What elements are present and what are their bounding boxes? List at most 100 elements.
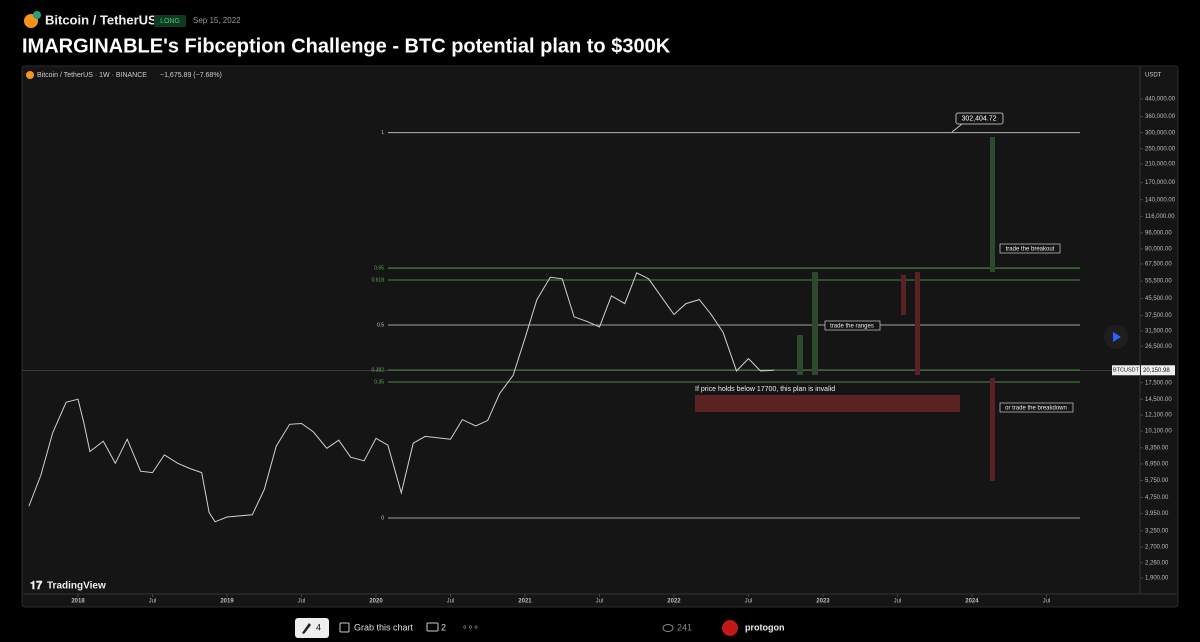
y-tick-label: 4,750.00 [1145, 495, 1169, 501]
fib-label: 0.382 [371, 367, 384, 373]
x-tick-label: Jul [447, 599, 455, 605]
y-tick-label: 55,500.00 [1145, 279, 1172, 285]
usdt-logo [33, 11, 41, 19]
badge: LONG [160, 18, 180, 25]
y-tick-label: 37,500.00 [1145, 313, 1172, 319]
x-tick-label: Jul [298, 599, 306, 605]
y-tick-label: 5,750.00 [1145, 478, 1169, 484]
target-bar [915, 272, 920, 375]
last-price-name: BTCUSDT [1113, 368, 1140, 374]
x-tick-label: Jul [596, 599, 604, 605]
y-tick-label: 6,950.00 [1145, 462, 1169, 468]
grab-icon [339, 622, 350, 633]
target-bar [797, 335, 803, 375]
fib-label: 0.618 [371, 277, 384, 283]
x-tick-label: 2019 [220, 599, 234, 605]
x-tick-label: Jul [745, 599, 753, 605]
x-tick-label: 2018 [71, 599, 85, 605]
y-tick-label: 116,000.00 [1145, 214, 1175, 220]
x-tick-label: 2023 [816, 599, 830, 605]
y-tick-label: 14,500.00 [1145, 397, 1172, 403]
comments[interactable]: 2 [441, 622, 446, 632]
y-tick-label: 140,000.00 [1145, 197, 1176, 203]
boosts: 4 [316, 622, 321, 632]
y-tick-label: 210,000.00 [1145, 162, 1176, 168]
x-tick-label: 2024 [965, 599, 979, 605]
y-tick-label: 12,100.00 [1145, 413, 1172, 419]
target-label: 302,404.72 [961, 115, 996, 122]
fib-label: 0.5 [377, 322, 384, 328]
y-tick-label: 2,260.00 [1145, 560, 1169, 566]
note-box [999, 402, 1074, 413]
y-tick-label: 31,500.00 [1145, 329, 1172, 335]
boost-button[interactable] [295, 618, 329, 638]
fib-label: 1 [381, 130, 384, 136]
play-icon [1113, 332, 1121, 342]
y-tick-label: 2,700.00 [1145, 545, 1169, 551]
note-box [824, 320, 881, 331]
drawings [695, 137, 995, 481]
date: Sep 15, 2022 [193, 16, 241, 25]
y-tick-label: 360,000.00 [1145, 114, 1176, 120]
note: If price holds below 17700, this plan is… [695, 386, 835, 393]
note: trade the ranges [830, 324, 874, 330]
y-tick-label: 10,100.00 [1145, 429, 1172, 435]
fib-label: 0.65 [374, 265, 384, 271]
y-tick-label: 26,500.00 [1145, 344, 1172, 350]
y-tick-label: 96,000.00 [1145, 231, 1172, 237]
target-pointer [951, 123, 963, 133]
y-tick-label: 45,500.00 [1145, 296, 1172, 302]
note: trade the breakout [1006, 247, 1055, 253]
currency: USDT [1145, 73, 1162, 79]
symbol[interactable]: Bitcoin / TetherUS [45, 12, 157, 27]
x-tick-label: 2020 [369, 599, 383, 605]
x-tick-label: Jul [149, 599, 157, 605]
eye-icon [662, 624, 674, 632]
last-price-tag [1112, 365, 1140, 376]
more[interactable]: ∘∘∘ [462, 621, 479, 631]
y-tick-label: 3,950.00 [1145, 511, 1169, 517]
x-tick-label: 2022 [667, 599, 681, 605]
target-bar [990, 137, 995, 272]
target-bar [990, 378, 995, 481]
y-tick-label: 80,000.00 [1145, 247, 1172, 253]
y-tick-label: 170,000.00 [1145, 180, 1176, 186]
author[interactable]: protogon [745, 622, 785, 632]
y-tick-label: 3,250.00 [1145, 528, 1169, 534]
y-tick-label: 67,500.00 [1145, 261, 1172, 267]
brand: TradingView [47, 581, 106, 592]
rocket-icon [302, 623, 311, 634]
badge-bg [154, 15, 186, 27]
fib-label: 0 [381, 515, 384, 521]
note: or trade the breakdown [1005, 406, 1067, 412]
price-line [28, 272, 774, 523]
title: IMARGINABLE's Fibception Challenge - BTC… [22, 35, 671, 57]
fib-label: 0.35 [374, 379, 384, 385]
views: 241 [677, 622, 692, 632]
legend-change: −1,675.89 (−7.68%) [160, 72, 222, 79]
y-tick-label: 17,500.00 [1145, 380, 1172, 386]
last-price-box [1141, 365, 1175, 376]
target-box [955, 112, 1004, 125]
invalid-zone [695, 395, 960, 412]
y-tick-label: 440,000.00 [1145, 97, 1176, 103]
x-tick-label: 2021 [518, 599, 532, 605]
note-box [999, 243, 1061, 254]
legend-logo [26, 71, 34, 79]
avatar[interactable] [722, 620, 738, 636]
y-tick-label: 300,000.00 [1145, 130, 1176, 136]
brand-logo: 𝟏𝟕 [30, 580, 43, 592]
target-bar [901, 275, 906, 315]
comment-icon [426, 622, 439, 632]
last-price-label: 20,150.98 [1143, 368, 1170, 374]
y-tick-label: 8,350.00 [1145, 445, 1169, 451]
y-tick-label: 250,000.00 [1145, 146, 1176, 152]
y-tick-label: 1,900.00 [1145, 576, 1169, 582]
x-tick-label: Jul [1043, 599, 1051, 605]
grab[interactable]: Grab this chart [354, 622, 414, 632]
legend: Bitcoin / TetherUS · 1W · BINANCE [37, 72, 147, 79]
target-bar [812, 272, 818, 375]
x-tick-label: Jul [894, 599, 902, 605]
